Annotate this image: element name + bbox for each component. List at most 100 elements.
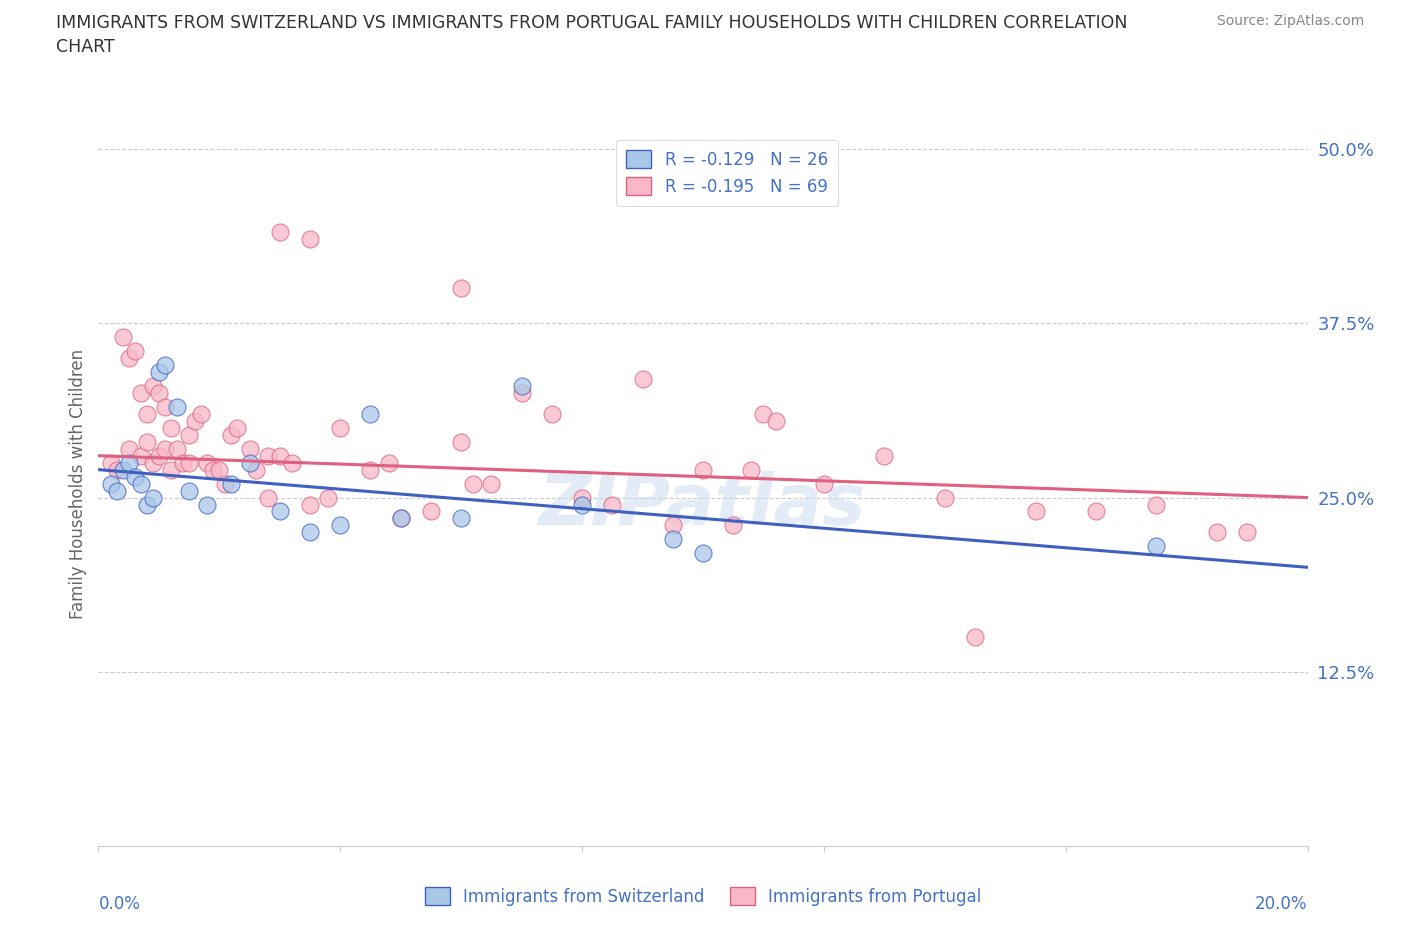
Point [111,462,134,477]
Point [142,455,165,470]
Point [135,434,157,449]
Point [105,484,128,498]
Point [148,385,170,400]
Point [135,497,157,512]
Text: 0.0%: 0.0% [98,895,141,913]
Legend: R = -0.129   N = 26, R = -0.195   N = 69: R = -0.129 N = 26, R = -0.195 N = 69 [616,140,838,206]
Point [281,455,304,470]
Point [269,504,291,519]
Point [179,427,201,442]
Point [1206,525,1229,539]
Point [661,532,683,547]
Y-axis label: Family Households with Children: Family Households with Children [69,349,87,618]
Point [179,484,201,498]
Point [269,448,291,463]
Point [148,448,170,463]
Point [571,490,593,505]
Point [389,512,412,526]
Point [481,476,503,491]
Point [118,441,141,456]
Point [148,365,170,379]
Point [299,497,322,512]
Point [153,400,176,415]
Text: 20.0%: 20.0% [1256,895,1308,913]
Point [813,476,835,491]
Point [740,462,762,477]
Point [420,504,443,519]
Point [1146,497,1168,512]
Point [202,462,225,477]
Point [195,497,218,512]
Point [208,462,231,477]
Point [269,225,291,240]
Point [299,232,322,247]
Point [602,497,624,512]
Point [1146,538,1168,553]
Point [510,379,533,393]
Point [184,413,207,428]
Point [135,406,157,421]
Point [965,630,987,644]
Point [329,518,352,533]
Point [661,518,683,533]
Point [450,434,472,449]
Point [129,385,152,400]
Point [571,497,593,512]
Point [100,455,122,470]
Point [190,406,212,421]
Point [256,448,278,463]
Point [1236,525,1258,539]
Point [160,462,183,477]
Point [299,525,322,539]
Point [752,406,775,421]
Point [256,490,278,505]
Point [195,455,218,470]
Text: ZIPatlas: ZIPatlas [540,471,866,539]
Point [124,344,146,359]
Point [463,476,485,491]
Point [450,281,472,296]
Point [160,420,183,435]
Point [153,357,176,372]
Point [226,420,249,435]
Point [179,455,201,470]
Point [111,330,134,345]
Point [245,462,267,477]
Point [129,448,152,463]
Point [142,490,165,505]
Point [389,512,412,526]
Point [765,413,787,428]
Point [239,455,262,470]
Point [105,462,128,477]
Point [631,371,654,387]
Point [360,462,382,477]
Point [692,546,714,561]
Point [124,469,146,484]
Point [118,351,141,365]
Point [316,490,339,505]
Point [166,400,188,415]
Point [221,476,243,491]
Point [692,462,714,477]
Point [172,455,194,470]
Point [510,385,533,400]
Point [450,512,472,526]
Text: IMMIGRANTS FROM SWITZERLAND VS IMMIGRANTS FROM PORTUGAL FAMILY HOUSEHOLDS WITH C: IMMIGRANTS FROM SWITZERLAND VS IMMIGRANT… [56,14,1128,56]
Point [1085,504,1108,519]
Point [540,406,562,421]
Point [329,420,352,435]
Point [166,441,188,456]
Point [142,379,165,393]
Text: Source: ZipAtlas.com: Source: ZipAtlas.com [1216,14,1364,28]
Point [100,476,122,491]
Point [129,476,152,491]
Point [239,441,262,456]
Point [934,490,956,505]
Point [214,476,236,491]
Legend: Immigrants from Switzerland, Immigrants from Portugal: Immigrants from Switzerland, Immigrants … [418,881,988,912]
Point [153,441,176,456]
Point [221,427,243,442]
Point [118,455,141,470]
Point [873,448,896,463]
Point [1024,504,1046,519]
